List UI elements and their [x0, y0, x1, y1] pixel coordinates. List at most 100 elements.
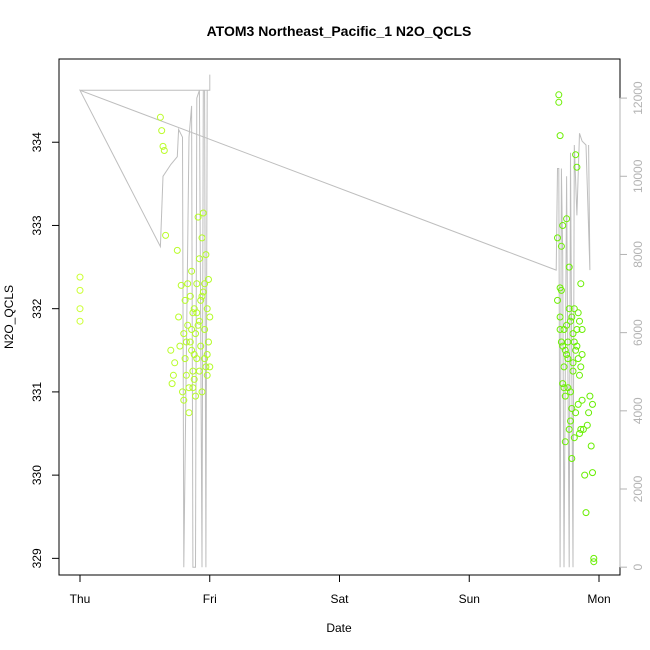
- data-point: [565, 263, 573, 271]
- y-tick-label: 332: [30, 298, 44, 318]
- data-point: [556, 326, 564, 333]
- data-point: [198, 292, 206, 300]
- data-point: [560, 326, 568, 333]
- data-point: [188, 326, 196, 333]
- data-point: [559, 380, 567, 388]
- data-point: [162, 231, 170, 239]
- data-point: [565, 305, 573, 313]
- data-point: [189, 384, 197, 392]
- data-point: [568, 455, 576, 462]
- data-point: [577, 363, 585, 371]
- data-point: [181, 296, 189, 304]
- data-point: [184, 321, 192, 329]
- data-point: [194, 321, 202, 329]
- data-point: [581, 471, 589, 479]
- data-point: [199, 288, 207, 296]
- x-tick-label: Mon: [587, 592, 610, 606]
- data-point: [560, 384, 568, 392]
- data-point: [582, 509, 590, 517]
- data-point: [189, 367, 197, 375]
- data-point: [189, 309, 197, 317]
- data-point: [574, 400, 582, 408]
- data-point: [203, 351, 211, 358]
- data-point: [177, 281, 185, 289]
- data-point: [564, 355, 572, 363]
- data-point: [569, 359, 577, 367]
- data-point: [577, 280, 585, 288]
- data-point: [555, 98, 563, 106]
- x-tick-label: Fri: [203, 592, 217, 606]
- data-point: [561, 438, 569, 446]
- data-point: [579, 425, 587, 433]
- data-point: [171, 359, 179, 367]
- data-point: [567, 317, 574, 325]
- y-tick-label: 331: [30, 382, 44, 402]
- data-point: [557, 338, 565, 346]
- data-point: [193, 280, 201, 288]
- data-point: [198, 234, 206, 242]
- data-point: [76, 317, 84, 325]
- data-point: [193, 309, 201, 317]
- data-point: [192, 392, 199, 400]
- data-point: [573, 326, 581, 333]
- data-point: [572, 151, 580, 159]
- data-point: [181, 355, 189, 363]
- data-point: [185, 409, 193, 417]
- data-point: [586, 392, 594, 400]
- data-point: [576, 430, 583, 437]
- data-point: [577, 425, 585, 433]
- data-point: [182, 371, 190, 379]
- data-point: [564, 384, 572, 392]
- data-point: [180, 330, 188, 338]
- y2-tick-label: 2000: [631, 475, 645, 502]
- data-point: [555, 91, 563, 99]
- data-point: [567, 417, 574, 425]
- data-point: [195, 317, 203, 325]
- x-tick-label: Thu: [70, 592, 91, 606]
- data-point: [195, 255, 203, 263]
- data-point: [202, 251, 210, 259]
- data-point: [556, 132, 564, 140]
- data-point: [203, 305, 211, 313]
- chart-marks: [76, 74, 598, 568]
- data-point: [190, 351, 198, 358]
- data-point: [188, 267, 196, 275]
- chart-axes: Thu Fri Sat Sun Mon 329 330 331 332 333 334 0 2000 40…: [30, 81, 645, 606]
- data-point: [156, 113, 164, 121]
- data-point: [76, 305, 84, 313]
- x-tick-label: Sun: [459, 592, 480, 606]
- data-point: [180, 396, 188, 404]
- data-point: [560, 363, 568, 371]
- data-point: [574, 355, 582, 363]
- data-point: [561, 346, 569, 354]
- data-point: [578, 326, 586, 333]
- data-point: [184, 280, 192, 288]
- y-tick-label: 333: [30, 215, 44, 235]
- data-point: [569, 367, 577, 375]
- y-tick-label: 329: [30, 548, 44, 568]
- data-point: [186, 338, 194, 346]
- data-point: [159, 142, 167, 150]
- data-point: [201, 326, 209, 333]
- y2-tick-label: 4000: [631, 397, 645, 424]
- plot-frame: [58, 58, 621, 576]
- data-point: [568, 313, 576, 321]
- data-point: [169, 371, 177, 379]
- data-point: [168, 380, 176, 388]
- data-point: [190, 375, 198, 383]
- data-point: [179, 388, 186, 396]
- data-point: [195, 367, 203, 375]
- data-point: [199, 209, 207, 217]
- data-point: [563, 215, 571, 223]
- data-point: [197, 296, 205, 304]
- data-point: [573, 342, 581, 350]
- data-point: [556, 313, 564, 321]
- data-point: [576, 317, 583, 325]
- data-point: [589, 400, 596, 408]
- x-axis-label: Date: [326, 621, 352, 635]
- y-tick-label: 334: [30, 132, 44, 152]
- data-point: [198, 388, 206, 396]
- data-point: [587, 442, 595, 450]
- y2-tick-label: 6000: [631, 319, 645, 346]
